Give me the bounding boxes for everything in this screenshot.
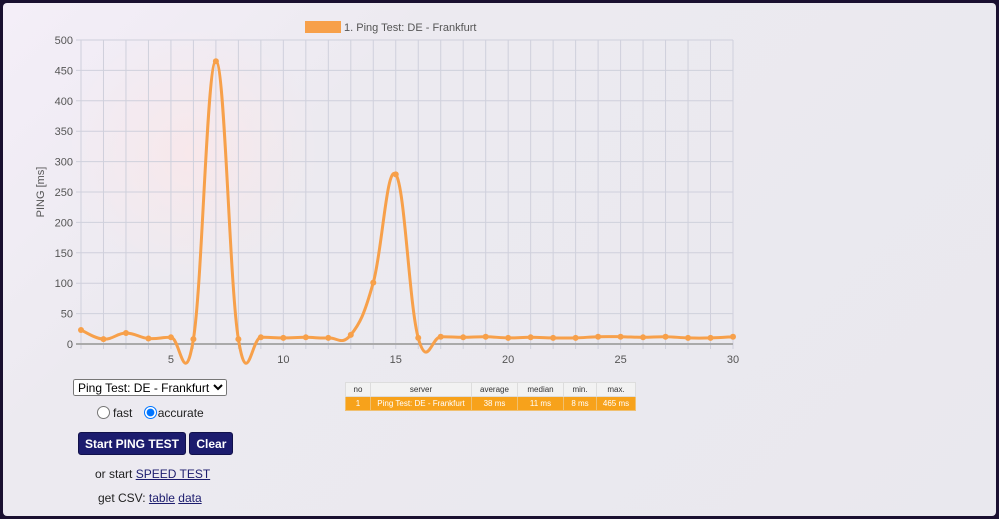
table-row: 1 Ping Test: DE - Frankfurt 38 ms 11 ms … <box>345 396 636 411</box>
y-tick-label: 250 <box>55 187 73 199</box>
csv-data-link[interactable]: data <box>178 491 202 505</box>
mode-fast[interactable]: fast <box>97 406 132 420</box>
data-point <box>662 333 669 340</box>
server-select[interactable]: Ping Test: DE - Frankfurt <box>73 379 227 396</box>
csv-line: get CSV: table data <box>98 491 202 505</box>
data-point <box>482 333 489 340</box>
data-point <box>167 334 174 341</box>
mode-accurate[interactable]: accurate <box>143 406 204 420</box>
data-point <box>617 333 624 340</box>
data-point <box>145 335 152 342</box>
data-point <box>347 331 354 338</box>
data-point <box>302 334 309 341</box>
data-point <box>100 336 107 343</box>
data-point <box>460 334 467 341</box>
data-point <box>415 334 422 341</box>
data-point <box>78 327 84 334</box>
y-tick-label: 500 <box>55 35 73 47</box>
data-point <box>370 279 377 286</box>
fast-radio[interactable] <box>97 406 110 419</box>
data-point <box>685 334 692 341</box>
data-point <box>325 334 332 341</box>
data-point <box>640 334 647 341</box>
data-point <box>392 171 399 178</box>
data-point <box>550 334 557 341</box>
y-tick-label: 0 <box>67 339 73 351</box>
mode-radio-group: fast accurate <box>97 406 204 420</box>
x-tick-label: 20 <box>502 354 514 366</box>
y-tick-label: 450 <box>55 65 73 77</box>
data-point <box>595 333 602 340</box>
data-point <box>707 334 714 341</box>
legend-swatch <box>305 21 341 33</box>
data-point <box>505 334 512 341</box>
data-point <box>235 336 242 343</box>
table-header: no server average median min. max. <box>345 382 636 397</box>
y-tick-label: 350 <box>55 126 73 138</box>
csv-table-link[interactable]: table <box>148 491 175 505</box>
data-point <box>280 334 287 341</box>
data-point <box>437 333 444 340</box>
y-tick-label: 50 <box>61 309 73 321</box>
data-point <box>527 334 534 341</box>
data-point <box>122 330 129 337</box>
legend-label: 1. Ping Test: DE - Frankfurt <box>344 22 476 34</box>
clear-button[interactable]: Clear <box>189 432 234 455</box>
x-tick-label: 25 <box>614 354 626 366</box>
data-point <box>212 58 219 65</box>
x-tick-label: 15 <box>390 354 402 366</box>
results-table: no server average median min. max. 1 Pin… <box>345 382 636 411</box>
y-tick-label: 200 <box>55 217 73 229</box>
y-axis-label: PING [ms] <box>35 167 47 218</box>
x-tick-label: 30 <box>727 354 739 366</box>
y-tick-label: 100 <box>55 278 73 290</box>
data-point <box>730 333 736 340</box>
ping-chart: 0 50 100 150 200 250 300 350 400 450 500 5 10 15 20 25 3… <box>35 21 739 366</box>
y-tick-label: 300 <box>55 157 73 169</box>
x-tick-label: 5 <box>168 354 174 366</box>
speed-test-link[interactable]: SPEED TEST <box>135 467 211 481</box>
y-tick-label: 400 <box>55 96 73 108</box>
series-line <box>80 59 734 365</box>
speed-test-line: or start SPEED TEST <box>95 467 211 481</box>
y-tick-label: 150 <box>55 248 73 260</box>
data-point <box>257 334 264 341</box>
page: 0 50 100 150 200 250 300 350 400 450 500 5 10 15 20 25 3… <box>3 3 996 516</box>
start-ping-test-button[interactable]: Start PING TEST <box>78 432 187 455</box>
accurate-radio[interactable] <box>143 406 157 419</box>
button-row: Start PING TEST Clear <box>78 432 234 455</box>
data-point <box>572 334 579 341</box>
data-point <box>190 336 197 343</box>
x-tick-label: 10 <box>277 354 289 366</box>
server-select-wrap: Ping Test: DE - Frankfurt <box>73 379 227 396</box>
